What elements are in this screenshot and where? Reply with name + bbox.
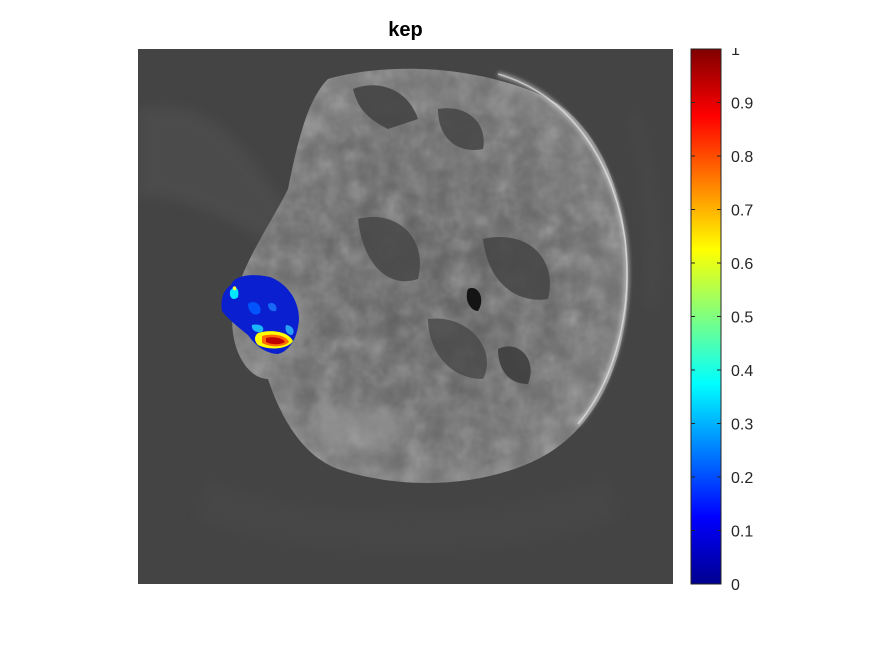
colorbar-tick-label: 1 [731,48,740,59]
background-artifacts [138,105,662,553]
colorbar-tick-label: 0.9 [731,96,753,113]
colorbar-tick-label: 0.7 [731,203,753,220]
colorbar-tick-label: 0.4 [731,363,753,380]
colorbar-ticks: 0 0.1 0.2 0.3 0.4 0.5 0.6 0.7 0.8 0.9 1 [691,48,753,593]
colorbar-tick-label: 0.3 [731,417,753,434]
colorbar-tick-label: 0 [731,577,740,593]
colorbar-tick-label: 0.1 [731,524,753,541]
colorbar-tick-label: 0.5 [731,310,753,327]
image-axes [138,49,673,584]
kep-overlay [221,275,299,354]
colorbar-tick-label: 0.6 [731,256,753,273]
colorbar: 0 0.1 0.2 0.3 0.4 0.5 0.6 0.7 0.8 0.9 1 [690,48,753,593]
colorbar-gradient [690,48,722,585]
colorbar-tick-label: 0.2 [731,470,753,487]
plot-title: kep [388,19,423,41]
colorbar-tick-label: 0.8 [731,149,753,166]
